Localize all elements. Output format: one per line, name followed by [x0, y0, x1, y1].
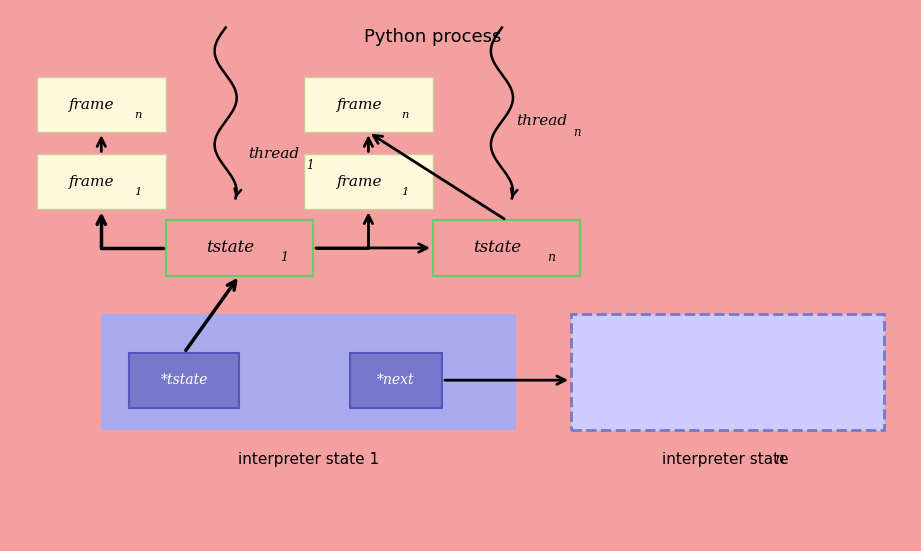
Text: 1: 1: [134, 187, 142, 197]
Text: tstate: tstate: [206, 240, 254, 256]
FancyBboxPatch shape: [350, 353, 442, 408]
FancyBboxPatch shape: [571, 314, 884, 430]
FancyBboxPatch shape: [101, 314, 516, 430]
Text: n: n: [775, 452, 785, 466]
Text: n: n: [573, 126, 580, 139]
Text: interpreter state 1: interpreter state 1: [238, 452, 379, 467]
Text: n: n: [547, 251, 554, 264]
FancyBboxPatch shape: [433, 220, 580, 276]
Text: Python process: Python process: [364, 28, 502, 46]
Text: frame: frame: [336, 175, 382, 189]
Text: frame: frame: [69, 98, 115, 112]
FancyBboxPatch shape: [129, 353, 239, 408]
Text: frame: frame: [336, 98, 382, 112]
Text: *next: *next: [378, 373, 414, 387]
FancyBboxPatch shape: [37, 77, 166, 132]
FancyBboxPatch shape: [304, 77, 433, 132]
FancyBboxPatch shape: [37, 154, 166, 209]
Text: 1: 1: [280, 251, 287, 264]
Text: thread: thread: [516, 114, 567, 128]
Text: interpreter state: interpreter state: [662, 452, 793, 467]
Text: 1: 1: [306, 159, 313, 172]
Text: tstate: tstate: [473, 240, 521, 256]
FancyBboxPatch shape: [304, 154, 433, 209]
Text: n: n: [134, 110, 142, 120]
Text: frame: frame: [69, 175, 115, 189]
FancyBboxPatch shape: [166, 220, 313, 276]
Text: n: n: [402, 110, 409, 120]
Text: 1: 1: [402, 187, 409, 197]
Text: *tstate: *tstate: [160, 373, 208, 387]
Text: thread: thread: [249, 147, 300, 161]
